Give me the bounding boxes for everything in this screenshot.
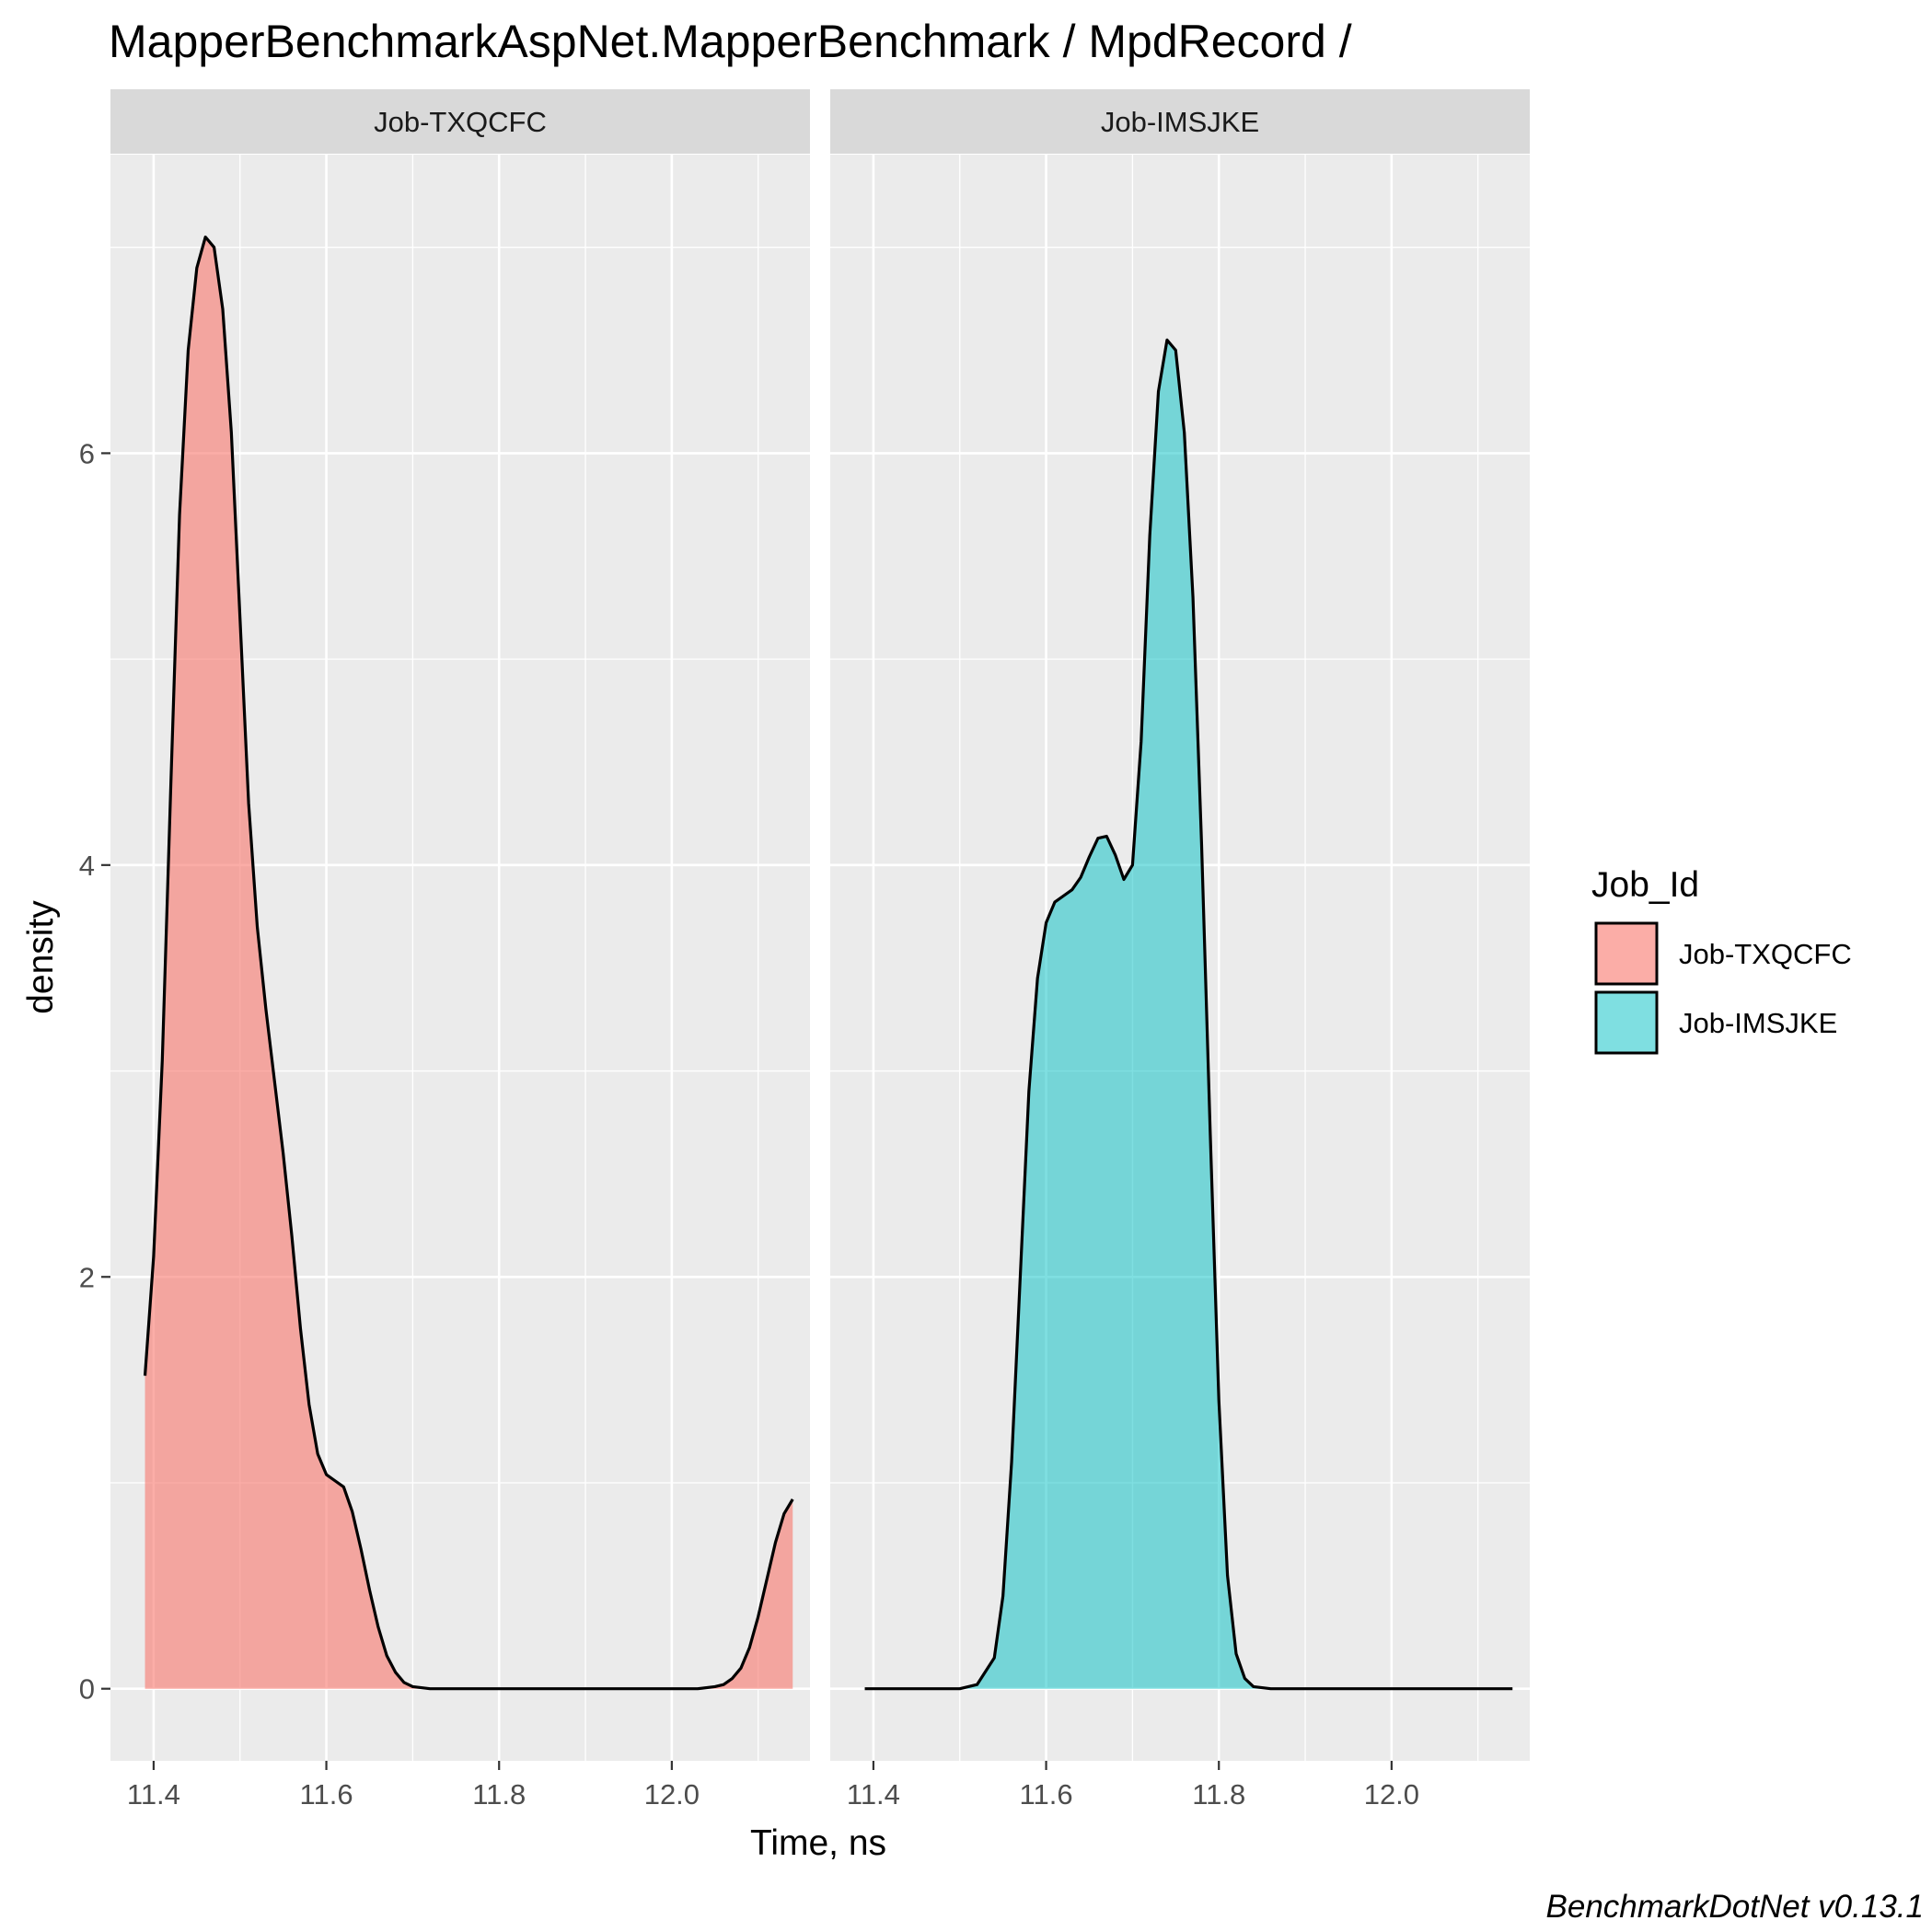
y-tick-label: 0 [79, 1673, 95, 1706]
density-area-job-txqcfc [145, 237, 793, 1689]
legend-title: Job_Id [1591, 865, 1699, 905]
density-area-job-imsjke [959, 340, 1271, 1689]
x-tick-label: 11.8 [1192, 1778, 1245, 1811]
strip-job-txqcfc [110, 89, 810, 154]
x-tick-label: 11.6 [1020, 1778, 1073, 1811]
x-tick-label: 11.4 [847, 1778, 900, 1811]
facet-panels: Job-TXQCFC 11.4 11.6 11.8 12.0 Job-IMSJKE 11.4… [79, 89, 1530, 1811]
density-line-job-imsjke [864, 338, 1513, 1691]
legend-label-txqcfc: Job-TXQCFC [1679, 938, 1852, 970]
facet-job-txqcfc: Job-TXQCFC 11.4 11.6 11.8 12.0 [110, 89, 810, 1811]
caption: BenchmarkDotNet v0.13.1 [1546, 1889, 1924, 1925]
x-tick-label: 11.6 [300, 1778, 353, 1811]
x-tick-label: 12.0 [1364, 1778, 1419, 1811]
density-line-job-txqcfc [143, 235, 794, 1691]
x-tick-label: 12.0 [644, 1778, 700, 1811]
legend-key-txqcfc [1594, 921, 1659, 986]
legend: Job_Id Job-TXQCFC Job-IMSJKE [1591, 865, 1852, 1055]
strip-label-job-txqcfc: Job-TXQCFC [374, 106, 547, 138]
y-tick-label: 2 [79, 1261, 95, 1293]
strip-label-job-imsjke: Job-IMSJKE [1101, 106, 1259, 138]
y-tick-label: 6 [79, 437, 95, 469]
legend-label-imsjke: Job-IMSJKE [1679, 1007, 1837, 1039]
facet-job-imsjke: Job-IMSJKE 11.4 11.6 11.8 12.0 [830, 89, 1530, 1811]
x-axis-title: Time, ns [750, 1823, 886, 1863]
y-tick-label: 4 [79, 850, 95, 882]
legend-key-imsjke [1594, 990, 1659, 1055]
chart-title: MapperBenchmarkAspNet.MapperBenchmark / … [109, 16, 1352, 67]
x-tick-label: 11.8 [472, 1778, 526, 1811]
y-axis-title: density [21, 900, 61, 1014]
strip-job-imsjke [830, 89, 1530, 154]
x-tick-label: 11.4 [127, 1778, 180, 1811]
y-axis: 0 2 4 6 [79, 437, 110, 1706]
